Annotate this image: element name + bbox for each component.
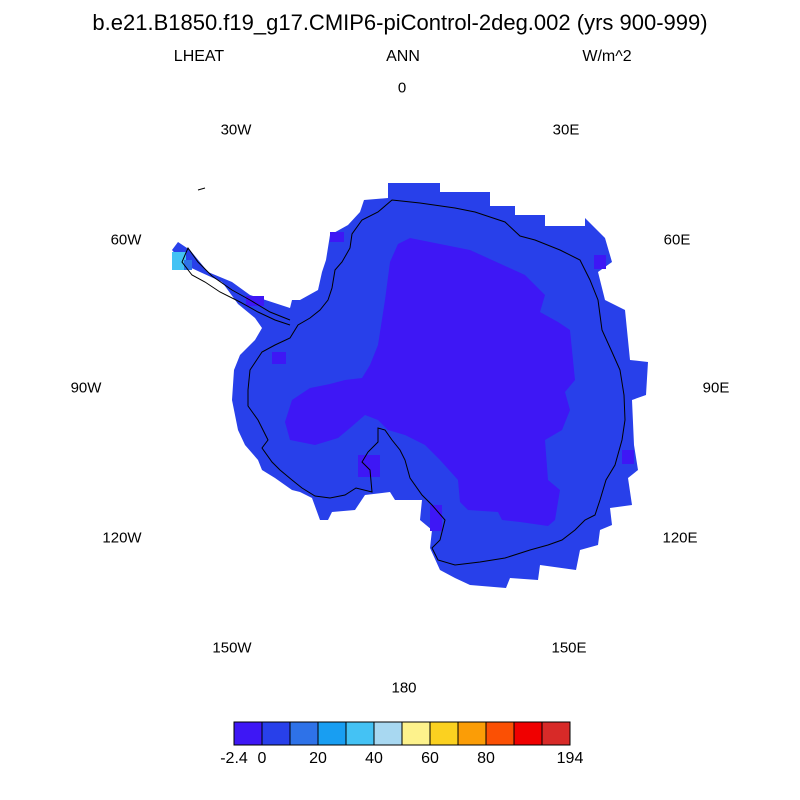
- units-label: W/m^2: [582, 48, 632, 65]
- colorbar-box: [401, 721, 431, 746]
- lon-label-150w: 150W: [212, 639, 252, 657]
- coastal-patch: [622, 450, 634, 464]
- colorbar-label: 194: [556, 750, 584, 767]
- colorbar-box: [485, 721, 515, 746]
- colorbar-box: [457, 721, 487, 746]
- coastline: [247, 199, 626, 566]
- coastal-patch: [594, 255, 606, 269]
- plot-title: b.e21.B1850.f19_g17.CMIP6-piControl-2deg…: [92, 10, 708, 35]
- season-label: ANN: [386, 48, 420, 65]
- coastal-patch: [330, 232, 344, 242]
- interior-region: [285, 238, 575, 526]
- lon-label-60e: 60E: [663, 231, 691, 249]
- colorbar-label: 80: [477, 750, 495, 767]
- lon-label-90e: 90E: [702, 379, 730, 397]
- lon-label-150e: 150E: [551, 639, 587, 657]
- lon-label-120w: 120W: [102, 529, 142, 547]
- colorbar-label: 0: [257, 750, 267, 767]
- colorbar-label: 60: [421, 750, 439, 767]
- colorbar-box: [541, 721, 571, 746]
- peninsula-tip-patch: [172, 252, 186, 270]
- variable-label: LHEAT: [173, 48, 225, 65]
- lon-label-90w: 90W: [70, 379, 102, 397]
- coastal-patch: [430, 505, 442, 531]
- colorbar-box: [233, 721, 263, 746]
- colorbar-box: [513, 721, 543, 746]
- coastal-patch: [246, 296, 264, 306]
- lon-label-0: 0: [397, 79, 407, 97]
- lon-label-60w: 60W: [110, 231, 142, 249]
- colorbar-label: 40: [365, 750, 383, 767]
- colorbar-label: -2.4: [220, 750, 248, 767]
- colorbar-box: [317, 721, 347, 746]
- colorbar-box: [261, 721, 291, 746]
- coastal-patch: [358, 455, 380, 477]
- coastal-patch: [272, 352, 286, 364]
- lon-label-30e: 30E: [552, 121, 580, 139]
- colorbar-box: [429, 721, 459, 746]
- colorbar-box: [289, 721, 319, 746]
- south-shetland-islands: [197, 187, 206, 191]
- lon-label-120e: 120E: [662, 529, 698, 547]
- peninsula-tip-patch-2: [184, 260, 192, 270]
- colorbar-box: [345, 721, 375, 746]
- peninsula-coastline: [181, 246, 291, 326]
- colorbar-label: 20: [309, 750, 327, 767]
- lon-label-30w: 30W: [220, 121, 252, 139]
- colorbar-box: [373, 721, 403, 746]
- lon-label-180: 180: [391, 679, 417, 697]
